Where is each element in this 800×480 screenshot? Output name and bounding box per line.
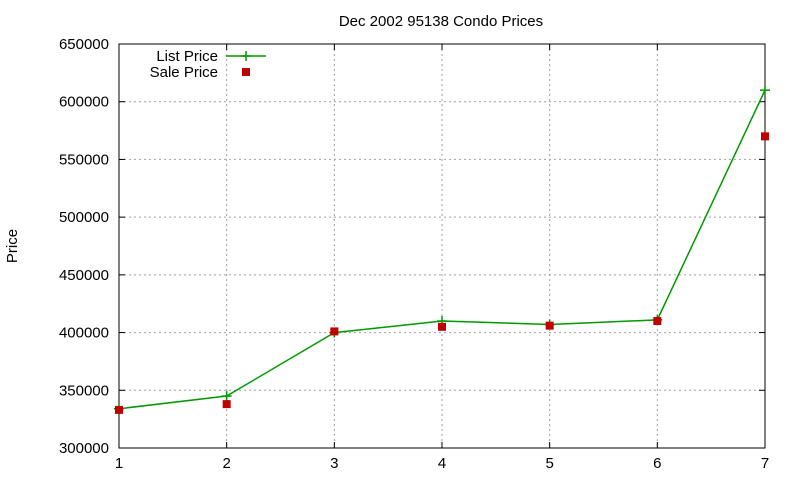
sale-price-point bbox=[115, 405, 123, 414]
y-tick-label: 550000 bbox=[59, 151, 109, 168]
x-tick-label: 7 bbox=[761, 455, 769, 472]
y-tick-label: 600000 bbox=[59, 94, 109, 111]
y-tick-label: 450000 bbox=[59, 267, 109, 284]
sale-price-point bbox=[545, 321, 554, 330]
series bbox=[114, 85, 770, 414]
sale-price-point bbox=[222, 400, 231, 409]
legend-label: Sale Price bbox=[150, 64, 218, 81]
y-tick-label: 350000 bbox=[59, 382, 109, 399]
y-tick-label: 300000 bbox=[59, 440, 109, 457]
legend-label: List Price bbox=[156, 48, 218, 65]
x-tick-label: 5 bbox=[545, 455, 553, 472]
sale-price-point bbox=[653, 317, 662, 326]
grid bbox=[119, 44, 765, 448]
y-tick-label: 400000 bbox=[59, 325, 109, 342]
sale-price-point bbox=[438, 322, 446, 331]
legend-square-swatch bbox=[242, 68, 250, 76]
x-tick-label: 3 bbox=[330, 455, 338, 472]
list-price-point bbox=[221, 391, 232, 402]
legend-plus-swatch bbox=[241, 51, 251, 61]
sale-price-point bbox=[330, 327, 339, 336]
x-tick-label: 6 bbox=[653, 455, 661, 472]
sale-price-point bbox=[761, 132, 769, 141]
y-axis-label: Price bbox=[4, 229, 21, 263]
y-tick-label: 650000 bbox=[59, 36, 109, 53]
x-tick-label: 4 bbox=[438, 455, 446, 472]
chart-title: Dec 2002 95138 Condo Prices bbox=[339, 13, 543, 30]
list-price-point bbox=[760, 85, 770, 96]
y-tick-label: 500000 bbox=[59, 209, 109, 226]
x-tick-label: 1 bbox=[115, 455, 123, 472]
x-tick-label: 2 bbox=[222, 455, 230, 472]
axis-ticks: 1 2 3 4 5 6 7 300000 350000 400000 450000 500000 550… bbox=[59, 36, 769, 472]
